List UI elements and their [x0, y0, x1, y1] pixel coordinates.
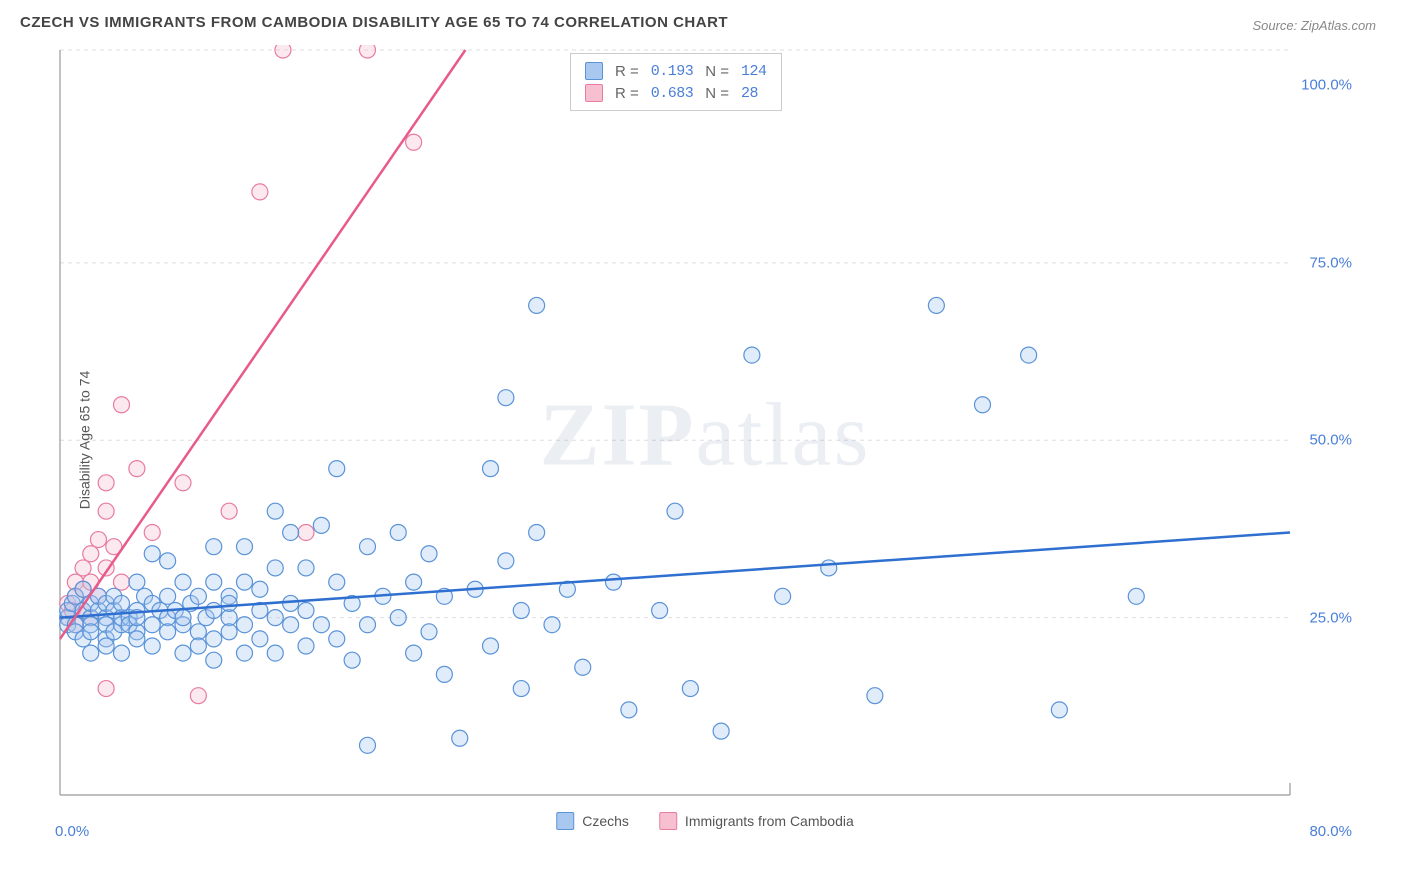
y-tick-label: 100.0% — [1301, 77, 1352, 94]
legend-item-czechs: Czechs — [556, 812, 629, 830]
r-value-czechs: 0.193 — [651, 63, 694, 80]
legend-item-cambodians: Immigrants from Cambodia — [659, 812, 854, 830]
stats-box: R = 0.193 N = 124 R = 0.683 N = 28 — [570, 53, 782, 111]
r-value-cambodians: 0.683 — [651, 85, 694, 102]
y-tick-label: 75.0% — [1309, 254, 1352, 271]
legend-label-czechs: Czechs — [582, 813, 629, 829]
stats-row-czechs: R = 0.193 N = 124 — [585, 60, 767, 82]
r-label: R = — [615, 85, 639, 102]
y-tick-label: 50.0% — [1309, 432, 1352, 449]
stats-swatch-cambodians — [585, 84, 603, 102]
y-tick-label: 25.0% — [1309, 609, 1352, 626]
r-label: R = — [615, 63, 639, 80]
n-value-czechs: 124 — [741, 63, 767, 80]
legend-label-cambodians: Immigrants from Cambodia — [685, 813, 854, 829]
n-label: N = — [705, 85, 729, 102]
chart-title: CZECH VS IMMIGRANTS FROM CAMBODIA DISABI… — [20, 14, 728, 31]
x-tick-label: 80.0% — [1309, 823, 1352, 840]
chart-svg — [50, 45, 1360, 835]
stats-swatch-czechs — [585, 62, 603, 80]
n-label: N = — [705, 63, 729, 80]
legend: Czechs Immigrants from Cambodia — [556, 812, 854, 830]
y-axis-label: Disability Age 65 to 74 — [76, 371, 92, 510]
source-attribution: Source: ZipAtlas.com — [1252, 18, 1376, 33]
legend-swatch-cambodians — [659, 812, 677, 830]
n-value-cambodians: 28 — [741, 85, 758, 102]
legend-swatch-czechs — [556, 812, 574, 830]
stats-row-cambodians: R = 0.683 N = 28 — [585, 82, 767, 104]
x-tick-label: 0.0% — [55, 823, 89, 840]
chart-container: Disability Age 65 to 74 ZIPatlas 25.0%50… — [50, 45, 1360, 835]
